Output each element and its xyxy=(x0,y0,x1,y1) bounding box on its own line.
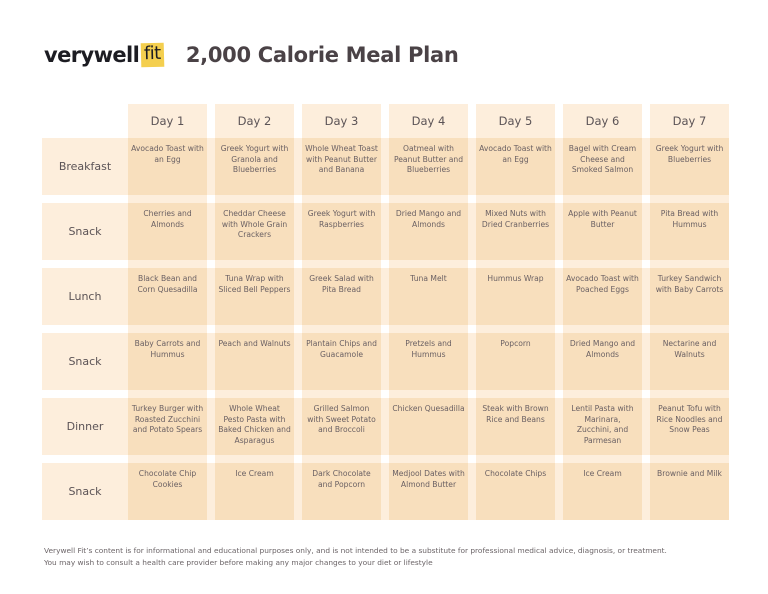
meal-cell: Tuna Wrap with Sliced Bell Peppers xyxy=(215,268,294,325)
meal-label: Snack xyxy=(68,225,102,238)
day-header: Day 6 xyxy=(585,114,620,128)
meal-cell: Plantain Chips and Guacamole xyxy=(302,333,381,390)
meal-cell: Bagel with Cream Cheese and Smoked Salmo… xyxy=(563,138,642,195)
meal-cell: Dried Mango and Almonds xyxy=(389,203,468,260)
verywell-fit-logo: verywell fit xyxy=(44,42,165,68)
meal-cell: Peanut Tofu with Rice Noodles and Snow P… xyxy=(650,398,729,455)
meal-cell: Brownie and Milk xyxy=(650,463,729,520)
meal-cell: Dark Chocolate and Popcorn xyxy=(302,463,381,520)
meal-label: Snack xyxy=(68,485,102,498)
page-header: verywell fit 2,000 Calorie Meal Plan xyxy=(44,40,459,70)
day-header: Day 3 xyxy=(324,114,359,128)
day-header: Day 7 xyxy=(672,114,707,128)
meal-cell: Chocolate Chips xyxy=(476,463,555,520)
meal-label: Snack xyxy=(68,355,102,368)
meal-cell: Grilled Salmon with Sweet Potato and Bro… xyxy=(302,398,381,455)
meal-cell: Ice Cream xyxy=(215,463,294,520)
meal-cell: Greek Yogurt with Granola and Blueberrie… xyxy=(215,138,294,195)
day-header: Day 5 xyxy=(498,114,533,128)
meal-cell: Medjool Dates with Almond Butter xyxy=(389,463,468,520)
meal-cell: Tuna Melt xyxy=(389,268,468,325)
meal-cell: Peach and Walnuts xyxy=(215,333,294,390)
meal-cell: Whole Wheat Pesto Pasta with Baked Chick… xyxy=(215,398,294,455)
meal-cell: Greek Salad with Pita Bread xyxy=(302,268,381,325)
meal-cell: Avocado Toast with Poached Eggs xyxy=(563,268,642,325)
meal-cell: Turkey Sandwich with Baby Carrots xyxy=(650,268,729,325)
meal-cell: Popcorn xyxy=(476,333,555,390)
meal-cell: Greek Yogurt with Blueberries xyxy=(650,138,729,195)
day-header: Day 1 xyxy=(150,114,185,128)
meal-cell: Steak with Brown Rice and Beans xyxy=(476,398,555,455)
meal-cell: Baby Carrots and Hummus xyxy=(128,333,207,390)
logo-main-text: verywell xyxy=(44,43,140,67)
meal-label: Dinner xyxy=(66,420,104,433)
disclaimer-line-1: Verywell Fit’s content is for informatio… xyxy=(44,546,667,555)
meal-cell: Lentil Pasta with Marinara, Zucchini, an… xyxy=(563,398,642,455)
disclaimer: Verywell Fit’s content is for informatio… xyxy=(44,545,667,568)
meal-cell: Hummus Wrap xyxy=(476,268,555,325)
meal-cell: Ice Cream xyxy=(563,463,642,520)
meal-cell: Chocolate Chip Cookies xyxy=(128,463,207,520)
day-header: Day 4 xyxy=(411,114,446,128)
page-title: 2,000 Calorie Meal Plan xyxy=(185,43,459,67)
meal-cell: Greek Yogurt with Raspberries xyxy=(302,203,381,260)
meal-label: Breakfast xyxy=(58,160,112,173)
meal-cell: Nectarine and Walnuts xyxy=(650,333,729,390)
day-header: Day 2 xyxy=(237,114,272,128)
meal-cell: Pita Bread with Hummus xyxy=(650,203,729,260)
meal-cell: Avocado Toast with an Egg xyxy=(476,138,555,195)
meal-cell: Cheddar Cheese with Whole Grain Crackers xyxy=(215,203,294,260)
meal-cell: Pretzels and Hummus xyxy=(389,333,468,390)
meal-cell: Dried Mango and Almonds xyxy=(563,333,642,390)
meal-cell: Turkey Burger with Roasted Zucchini and … xyxy=(128,398,207,455)
meal-cell: Cherries and Almonds xyxy=(128,203,207,260)
meal-cell: Whole Wheat Toast with Peanut Butter and… xyxy=(302,138,381,195)
meal-label: Lunch xyxy=(68,290,102,303)
meal-cell: Apple with Peanut Butter xyxy=(563,203,642,260)
meal-cell: Avocado Toast with an Egg xyxy=(128,138,207,195)
meal-cell: Oatmeal with Peanut Butter and Blueberri… xyxy=(389,138,468,195)
disclaimer-line-2: You may wish to consult a health care pr… xyxy=(44,557,433,567)
meal-cell: Black Bean and Corn Quesadilla xyxy=(128,268,207,325)
meal-cell: Mixed Nuts with Dried Cranberries xyxy=(476,203,555,260)
meal-cell: Chicken Quesadilla xyxy=(389,398,468,455)
